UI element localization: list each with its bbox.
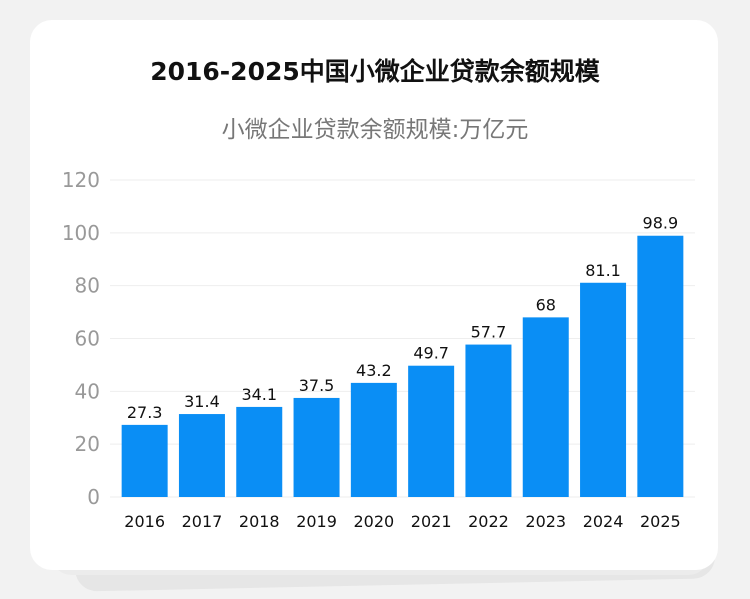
data-label: 68 [536, 295, 556, 314]
bar-2020 [350, 382, 397, 497]
data-label: 34.1 [241, 385, 277, 404]
bar-2016 [121, 424, 168, 497]
y-tick-label: 40 [75, 379, 100, 403]
x-tick-label: 2020 [353, 512, 394, 531]
bar-2024 [580, 282, 627, 497]
x-tick-label: 2018 [239, 512, 280, 531]
x-tick-label: 2023 [525, 512, 566, 531]
data-label: 57.7 [471, 323, 507, 342]
x-tick-label: 2024 [583, 512, 624, 531]
bar-2025 [637, 235, 684, 497]
data-label: 31.4 [184, 392, 220, 411]
x-tick-label: 2025 [640, 512, 681, 531]
bar-2019 [293, 397, 340, 497]
x-tick-label: 2019 [296, 512, 337, 531]
data-label: 37.5 [299, 376, 335, 395]
x-tick-label: 2022 [468, 512, 509, 531]
x-tick-label: 2021 [411, 512, 452, 531]
data-label: 49.7 [413, 344, 449, 363]
bar-2021 [408, 365, 455, 497]
y-tick-label: 60 [75, 327, 100, 351]
y-tick-label: 120 [62, 168, 100, 192]
data-label: 27.3 [127, 403, 163, 422]
data-label: 98.9 [643, 214, 679, 233]
chart-subtitle: 小微企业贷款余额规模:万亿元 [221, 117, 529, 143]
x-tick-label: 2016 [124, 512, 165, 531]
y-tick-label: 100 [62, 221, 100, 245]
y-tick-label: 20 [75, 432, 100, 456]
x-tick-label: 2017 [182, 512, 223, 531]
data-label: 43.2 [356, 361, 392, 380]
bar-2017 [178, 414, 225, 497]
bar-2023 [522, 317, 569, 497]
bar-2022 [465, 344, 512, 497]
y-tick-label: 80 [75, 274, 100, 298]
data-label: 81.1 [585, 261, 621, 280]
chart-title: 2016-2025中国小微企业贷款余额规模 [150, 57, 600, 86]
y-tick-label: 0 [87, 485, 100, 509]
bar-2018 [236, 406, 283, 497]
